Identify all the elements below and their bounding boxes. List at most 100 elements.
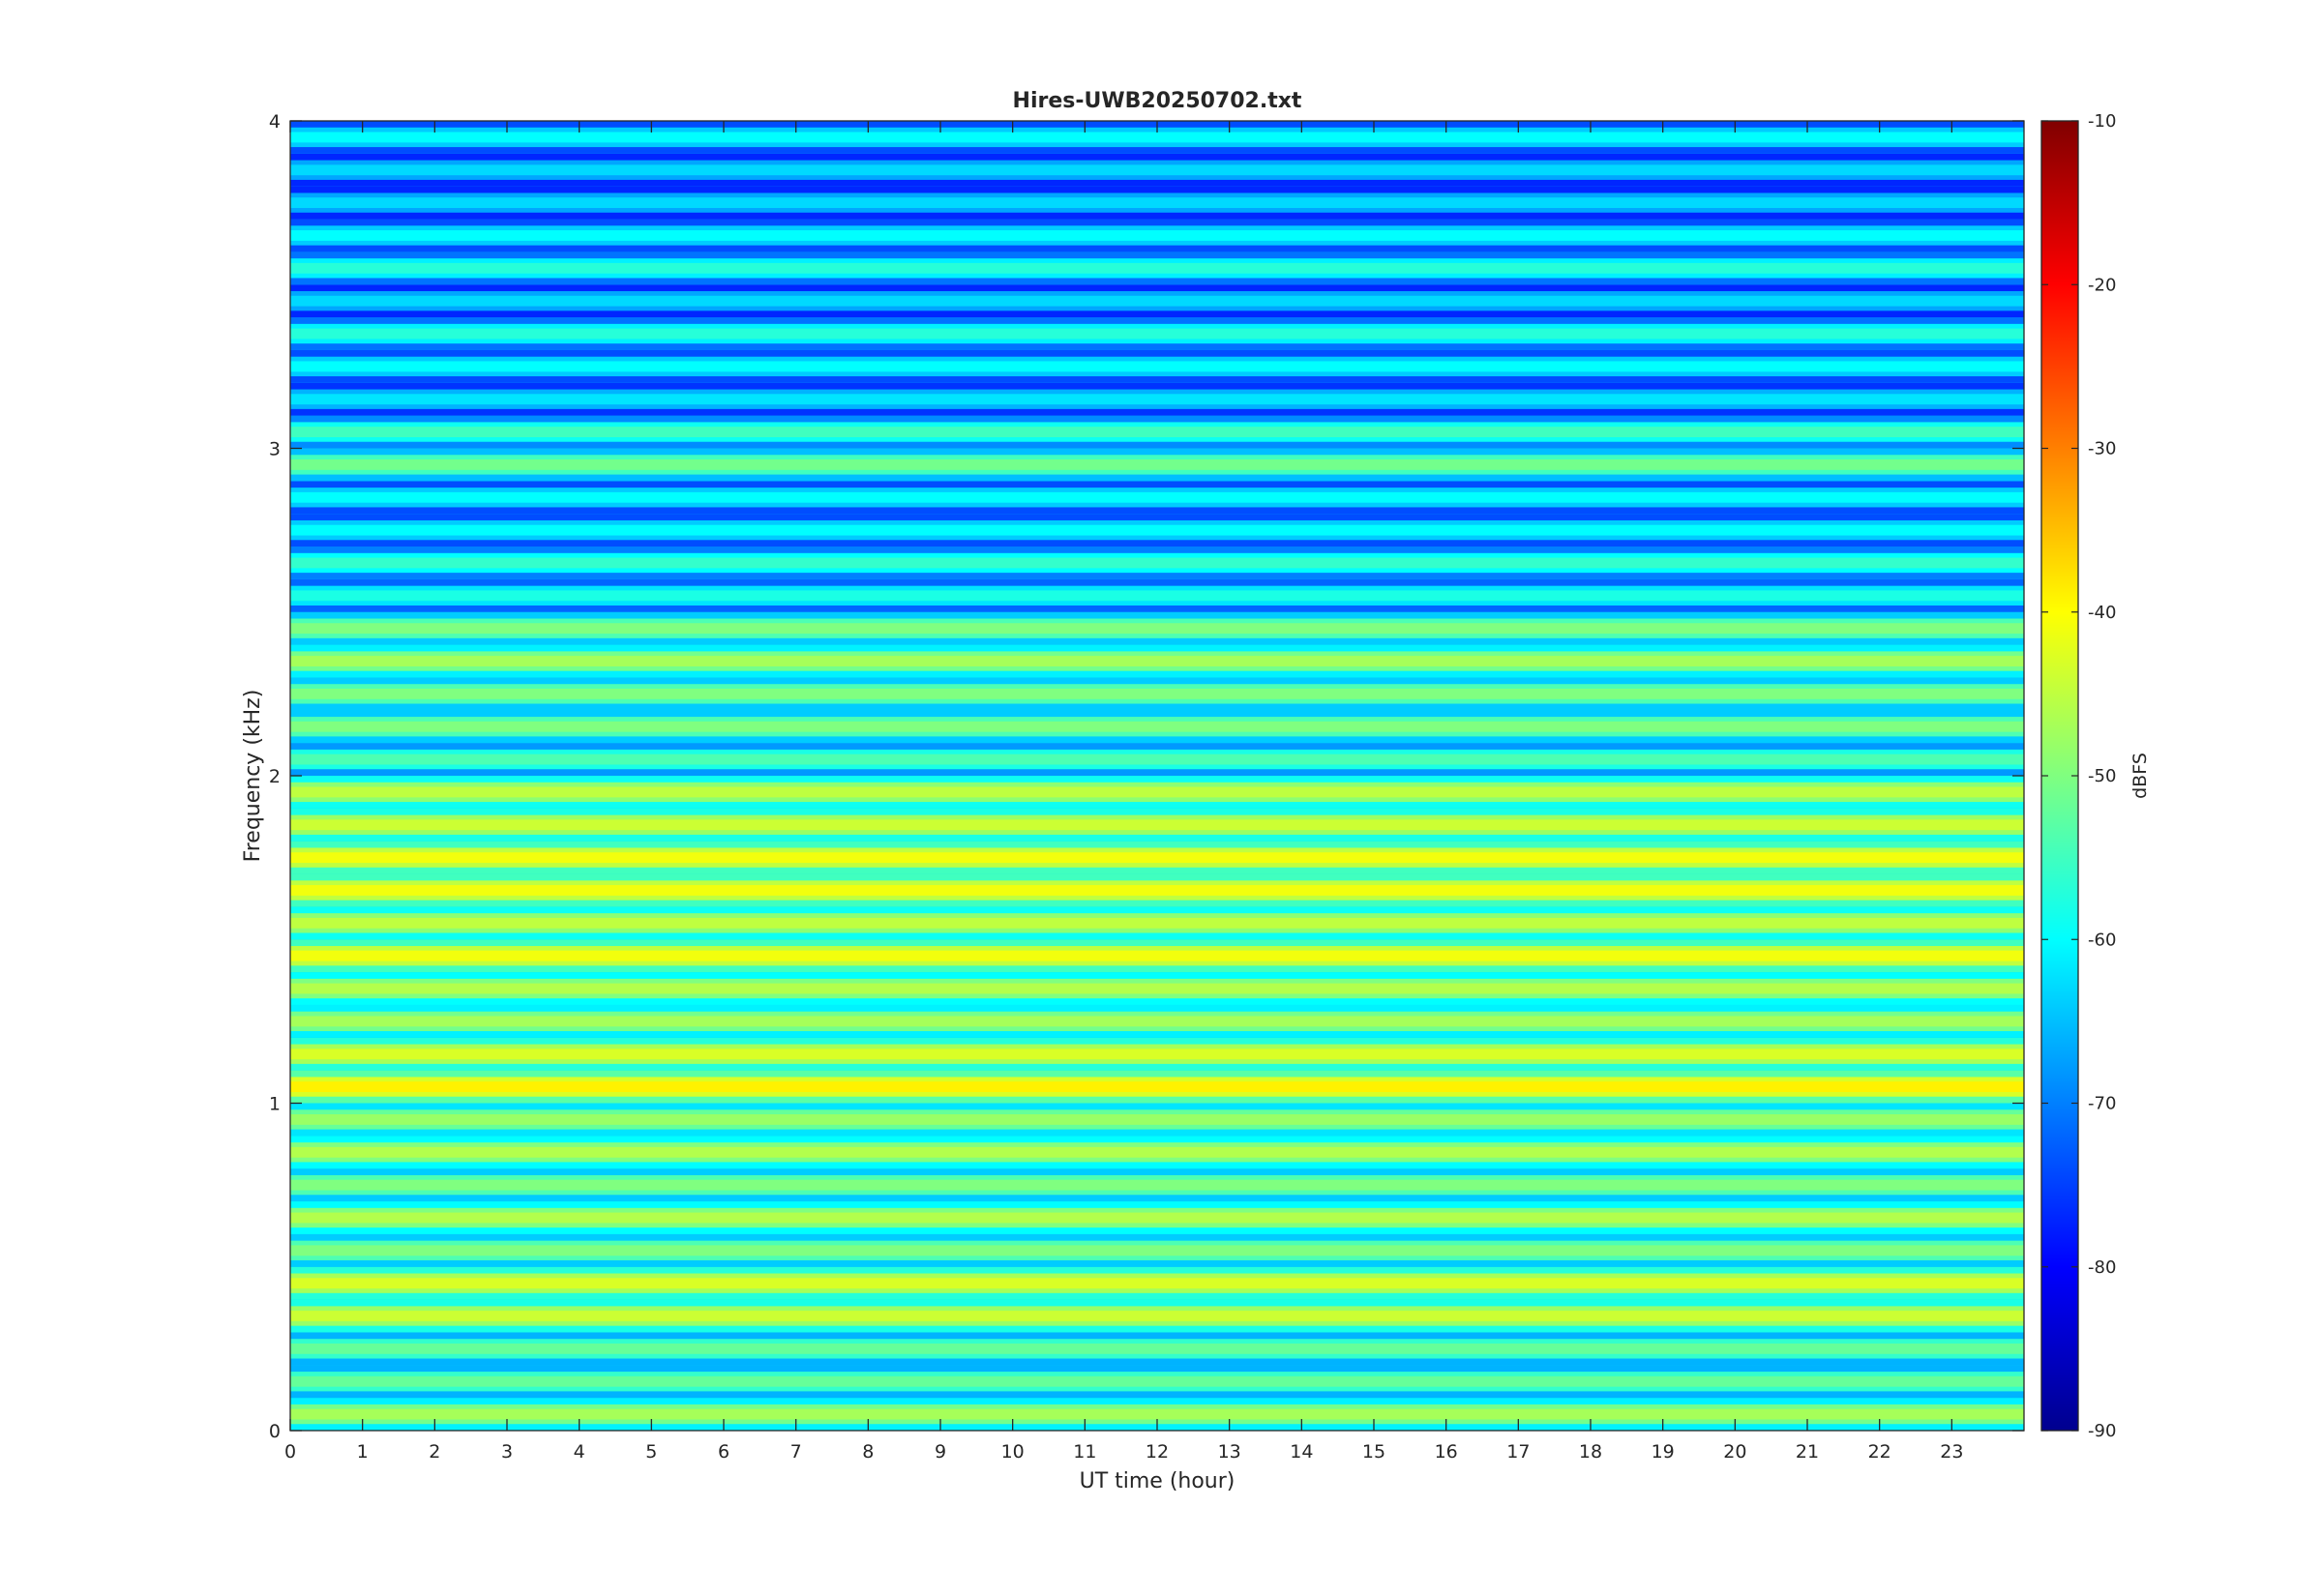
x-tick-label: 3	[501, 1441, 513, 1463]
band-19	[290, 776, 2024, 809]
band-3	[290, 1299, 2024, 1333]
band-26	[290, 547, 2024, 579]
x-tick-16: 16	[1435, 121, 1458, 1463]
x-tick-label: 6	[718, 1441, 729, 1463]
y-tick-label: 2	[269, 766, 281, 787]
x-tick-label: 23	[1940, 1441, 1963, 1463]
colorbar-tick--20: -20	[2041, 275, 2116, 295]
x-tick-label: 14	[1290, 1441, 1313, 1463]
x-tick-17: 17	[1506, 121, 1530, 1463]
band-37	[290, 186, 2024, 220]
y-tick-label: 4	[269, 111, 281, 133]
y-tick-label: 0	[269, 1421, 281, 1442]
x-tick-label: 15	[1362, 1441, 1385, 1463]
colorbar-tick-label: -60	[2088, 930, 2116, 950]
x-tick-14: 14	[1290, 121, 1313, 1463]
band-16	[290, 873, 2024, 907]
x-tick-label: 20	[1723, 1441, 1746, 1463]
x-tick-9: 9	[935, 121, 946, 1463]
colorbar-label: dBFS	[2129, 753, 2151, 799]
colorbar-tick--80: -80	[2041, 1257, 2116, 1278]
band-33	[290, 317, 2024, 350]
x-tick-13: 13	[1218, 121, 1241, 1463]
x-tick-label: 21	[1796, 1441, 1819, 1463]
colorbar-tick--40: -40	[2041, 603, 2116, 623]
band-13	[290, 972, 2024, 1005]
chart-title: Hires-UWB20250702.txt	[1013, 89, 1302, 113]
x-tick-6: 6	[718, 121, 729, 1463]
x-tick-label: 13	[1218, 1441, 1241, 1463]
colorbar-tick--70: -70	[2041, 1094, 2116, 1114]
band-14	[290, 939, 2024, 973]
colorbar-tick--60: -60	[2041, 930, 2116, 950]
x-tick-label: 9	[935, 1441, 946, 1463]
y-axis-label: Frequency (kHz)	[241, 690, 265, 863]
colorbar-tick-label: -20	[2088, 275, 2116, 295]
colorbar-tick-label: -50	[2088, 766, 2116, 786]
band-27	[290, 514, 2024, 547]
x-tick-label: 8	[862, 1441, 874, 1463]
band-22	[290, 677, 2024, 711]
band-18	[290, 808, 2024, 842]
band-34	[290, 284, 2024, 318]
y-tick-4: 4	[269, 111, 2024, 133]
x-tick-19: 19	[1652, 121, 1675, 1463]
x-tick-label: 5	[645, 1441, 657, 1463]
band-36	[290, 219, 2024, 252]
x-tick-label: 16	[1435, 1441, 1458, 1463]
colorbar-tick--30: -30	[2041, 439, 2116, 459]
x-tick-label: 10	[1001, 1441, 1025, 1463]
band-21	[290, 710, 2024, 744]
band-32	[290, 349, 2024, 383]
colorbar-tick-label: -40	[2088, 603, 2116, 623]
x-tick-12: 12	[1146, 121, 1169, 1463]
x-tick-label: 18	[1579, 1441, 1602, 1463]
x-tick-label: 19	[1652, 1441, 1675, 1463]
band-24	[290, 611, 2024, 645]
band-25	[290, 578, 2024, 612]
x-tick-label: 0	[284, 1441, 296, 1463]
band-30	[290, 415, 2024, 449]
x-tick-15: 15	[1362, 121, 1385, 1463]
colorbar-tick--50: -50	[2041, 766, 2116, 786]
x-tick-10: 10	[1001, 121, 1025, 1463]
colorbar-tick--10: -10	[2041, 111, 2116, 132]
band-8	[290, 1136, 2024, 1169]
band-20	[290, 743, 2024, 776]
colorbar-tick--90: -90	[2041, 1421, 2116, 1441]
band-9	[290, 1103, 2024, 1137]
band-7	[290, 1168, 2024, 1202]
x-tick-5: 5	[645, 121, 657, 1463]
colorbar-tick-label: -90	[2088, 1421, 2116, 1441]
x-axis-label: UT time (hour)	[1080, 1469, 1235, 1493]
band-38	[290, 153, 2024, 187]
y-tick-2: 2	[269, 766, 2024, 787]
x-tick-7: 7	[790, 121, 802, 1463]
x-tick-label: 12	[1146, 1441, 1169, 1463]
x-tick-1: 1	[357, 121, 369, 1463]
band-4	[290, 1266, 2024, 1300]
band-12	[290, 1004, 2024, 1038]
x-tick-21: 21	[1796, 121, 1819, 1463]
band-5	[290, 1233, 2024, 1267]
x-tick-23: 23	[1940, 121, 1963, 1463]
x-tick-label: 11	[1073, 1441, 1096, 1463]
x-tick-22: 22	[1868, 121, 1891, 1463]
x-axis-ticks: 0 1 2 3 4 5 6 7 8 9 10 11 12 13 14 15 16 17 18 19 20 21 22 23	[284, 121, 1963, 1463]
band-23	[290, 644, 2024, 678]
band-10	[290, 1070, 2024, 1104]
band-1	[290, 1365, 2024, 1399]
x-tick-label: 2	[429, 1441, 440, 1463]
band-31	[290, 382, 2024, 416]
x-tick-label: 7	[790, 1441, 802, 1463]
y-tick-0: 0	[269, 1421, 2024, 1442]
x-tick-label: 1	[357, 1441, 369, 1463]
colorbar-tick-label: -30	[2088, 439, 2116, 459]
colorbar-ticks: -10 -20 -30 -40 -50 -60 -70 -80 -90	[2041, 111, 2116, 1441]
band-15	[290, 906, 2024, 940]
x-tick-0: 0	[284, 121, 296, 1463]
band-17	[290, 841, 2024, 874]
spectrogram-bands	[290, 121, 2024, 1431]
x-tick-label: 17	[1506, 1441, 1530, 1463]
